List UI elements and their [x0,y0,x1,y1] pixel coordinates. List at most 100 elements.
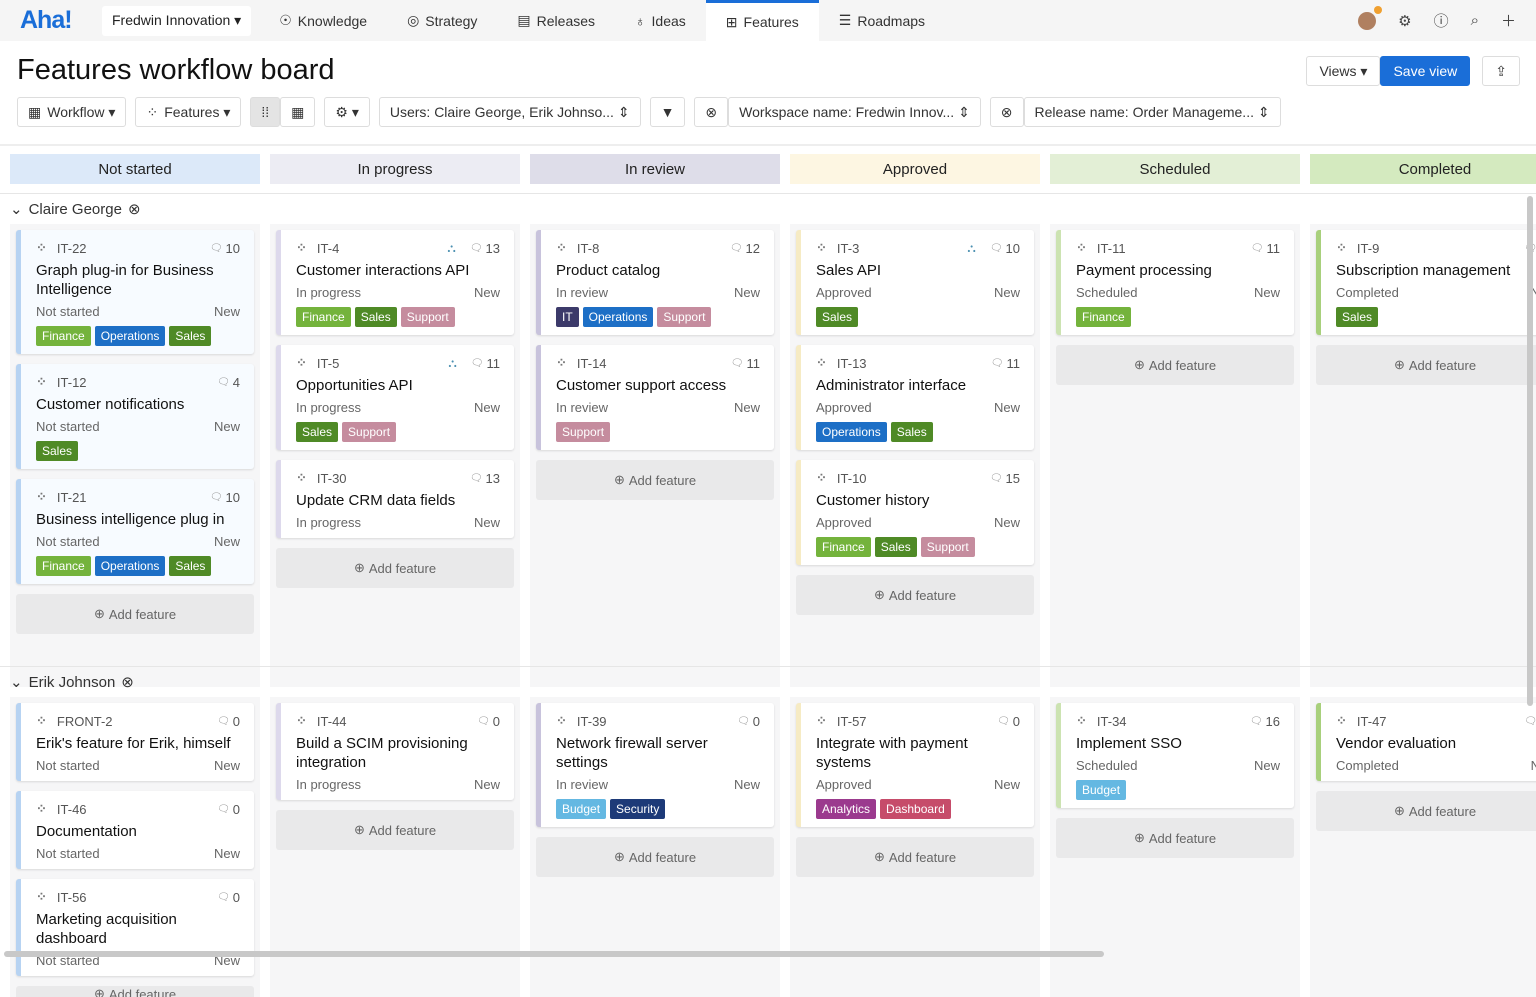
settings-icon[interactable]: ⚙ [1398,12,1411,30]
add-feature-button[interactable]: ⊕Add feature [16,594,254,634]
comment-icon[interactable]: 🗨 [471,358,484,369]
feature-id[interactable]: IT-8 [577,241,599,256]
workflow-status[interactable]: In progress [296,777,361,792]
search-icon[interactable]: ⌕ [1471,12,1479,29]
nav-releases[interactable]: ▤Releases [497,0,615,41]
drag-handle-icon[interactable]: ⁘ [296,355,307,371]
filter-button[interactable]: ▼ [650,97,686,127]
comment-icon[interactable]: 🗨 [731,358,744,369]
feature-title[interactable]: Update CRM data fields [296,491,500,510]
drag-handle-icon[interactable]: ⁘ [36,713,47,729]
comment-icon[interactable]: 🗨 [737,716,750,727]
add-feature-button[interactable]: ⊕Add feature [276,810,514,850]
workspace-selector[interactable]: Fredwin Innovation ▾ [102,6,251,36]
comment-icon[interactable]: 🗨 [217,377,230,388]
feature-title[interactable]: Administrator interface [816,376,1020,395]
workflow-status[interactable]: In review [556,400,608,415]
workflow-status[interactable]: Approved [816,285,872,300]
feature-title[interactable]: Build a SCIM provisioning integration [296,734,500,772]
feature-id[interactable]: IT-10 [837,471,867,486]
workflow-status[interactable]: Scheduled [1076,285,1137,300]
feature-title[interactable]: Vendor evaluation [1336,734,1536,753]
share-button[interactable]: ⇪ [1482,56,1520,86]
workflow-status[interactable]: Not started [36,758,100,773]
horizontal-scrollbar[interactable] [4,951,1104,957]
workflow-status[interactable]: Not started [36,846,100,861]
drag-handle-icon[interactable]: ⁘ [1076,713,1087,729]
drag-handle-icon[interactable]: ⁘ [556,355,567,371]
feature-title[interactable]: Graph plug-in for Business Intelligence [36,261,240,299]
feature-id[interactable]: IT-9 [1357,241,1379,256]
add-feature-button[interactable]: ⊕Add feature [796,837,1034,877]
add-feature-button[interactable]: ⊕Add feature [276,548,514,588]
feature-id[interactable]: IT-4 [317,241,339,256]
add-feature-button[interactable]: ⊕Add feature [16,986,254,997]
drag-handle-icon[interactable]: ⁘ [296,713,307,729]
drag-handle-icon[interactable]: ⁘ [556,713,567,729]
drag-handle-icon[interactable]: ⁘ [816,240,827,256]
feature-title[interactable]: Opportunities API [296,376,500,395]
feature-id[interactable]: IT-39 [577,714,607,729]
add-icon[interactable]: ＋ [1501,10,1516,31]
add-feature-button[interactable]: ⊕Add feature [536,460,774,500]
feature-id[interactable]: IT-12 [57,375,87,390]
nav-features[interactable]: ⊞Features [706,0,819,41]
comment-icon[interactable]: 🗨 [997,716,1010,727]
comment-icon[interactable]: 🗨 [210,492,223,503]
feature-title[interactable]: Business intelligence plug in [36,510,240,529]
workflow-status[interactable]: Not started [36,304,100,319]
workflow-status[interactable]: Not started [36,534,100,549]
aha-logo[interactable]: Aha! [20,6,100,35]
feature-id[interactable]: IT-34 [1097,714,1127,729]
workflow-status[interactable]: Scheduled [1076,758,1137,773]
workflow-status[interactable]: Completed [1336,758,1399,773]
drag-handle-icon[interactable]: ⁘ [556,240,567,256]
feature-id[interactable]: IT-3 [837,241,859,256]
drag-handle-icon[interactable]: ⁘ [36,489,47,505]
feature-title[interactable]: Customer support access [556,376,760,395]
feature-id[interactable]: IT-5 [317,356,339,371]
drag-handle-icon[interactable]: ⁘ [1076,240,1087,256]
vertical-scrollbar[interactable] [1527,196,1533,706]
hierarchy-icon[interactable]: ⛬ [448,356,456,371]
add-feature-button[interactable]: ⊕Add feature [1056,345,1294,385]
workflow-status[interactable]: In progress [296,285,361,300]
add-feature-button[interactable]: ⊕Add feature [1316,345,1536,385]
views-button[interactable]: Views ▾ [1306,56,1380,86]
remove-icon[interactable]: ⊗ [128,200,141,218]
comment-icon[interactable]: 🗨 [477,716,490,727]
feature-title[interactable]: Implement SSO [1076,734,1280,753]
swimlane-header[interactable]: ⌄Erik Johnson⊗ [10,673,134,691]
comment-icon[interactable]: 🗨 [217,804,230,815]
large-cards-toggle[interactable]: ⁞⁞ [250,97,280,127]
workflow-dropdown[interactable]: ▦Workflow ▾ [17,97,126,127]
workflow-status[interactable]: Approved [816,515,872,530]
workflow-status[interactable]: Completed [1336,285,1399,300]
drag-handle-icon[interactable]: ⁘ [816,470,827,486]
feature-id[interactable]: IT-56 [57,890,87,905]
workflow-status[interactable]: Not started [36,419,100,434]
feature-id[interactable]: IT-14 [577,356,607,371]
feature-title[interactable]: Erik's feature for Erik, himself [36,734,240,753]
comment-icon[interactable]: 🗨 [210,243,223,254]
chevron-down-icon[interactable]: ⌄ [10,673,23,691]
add-feature-button[interactable]: ⊕Add feature [1056,818,1294,858]
small-cards-toggle[interactable]: ▦ [280,97,315,127]
nav-knowledge[interactable]: ☉Knowledge [259,0,387,41]
feature-id[interactable]: FRONT-2 [57,714,113,729]
